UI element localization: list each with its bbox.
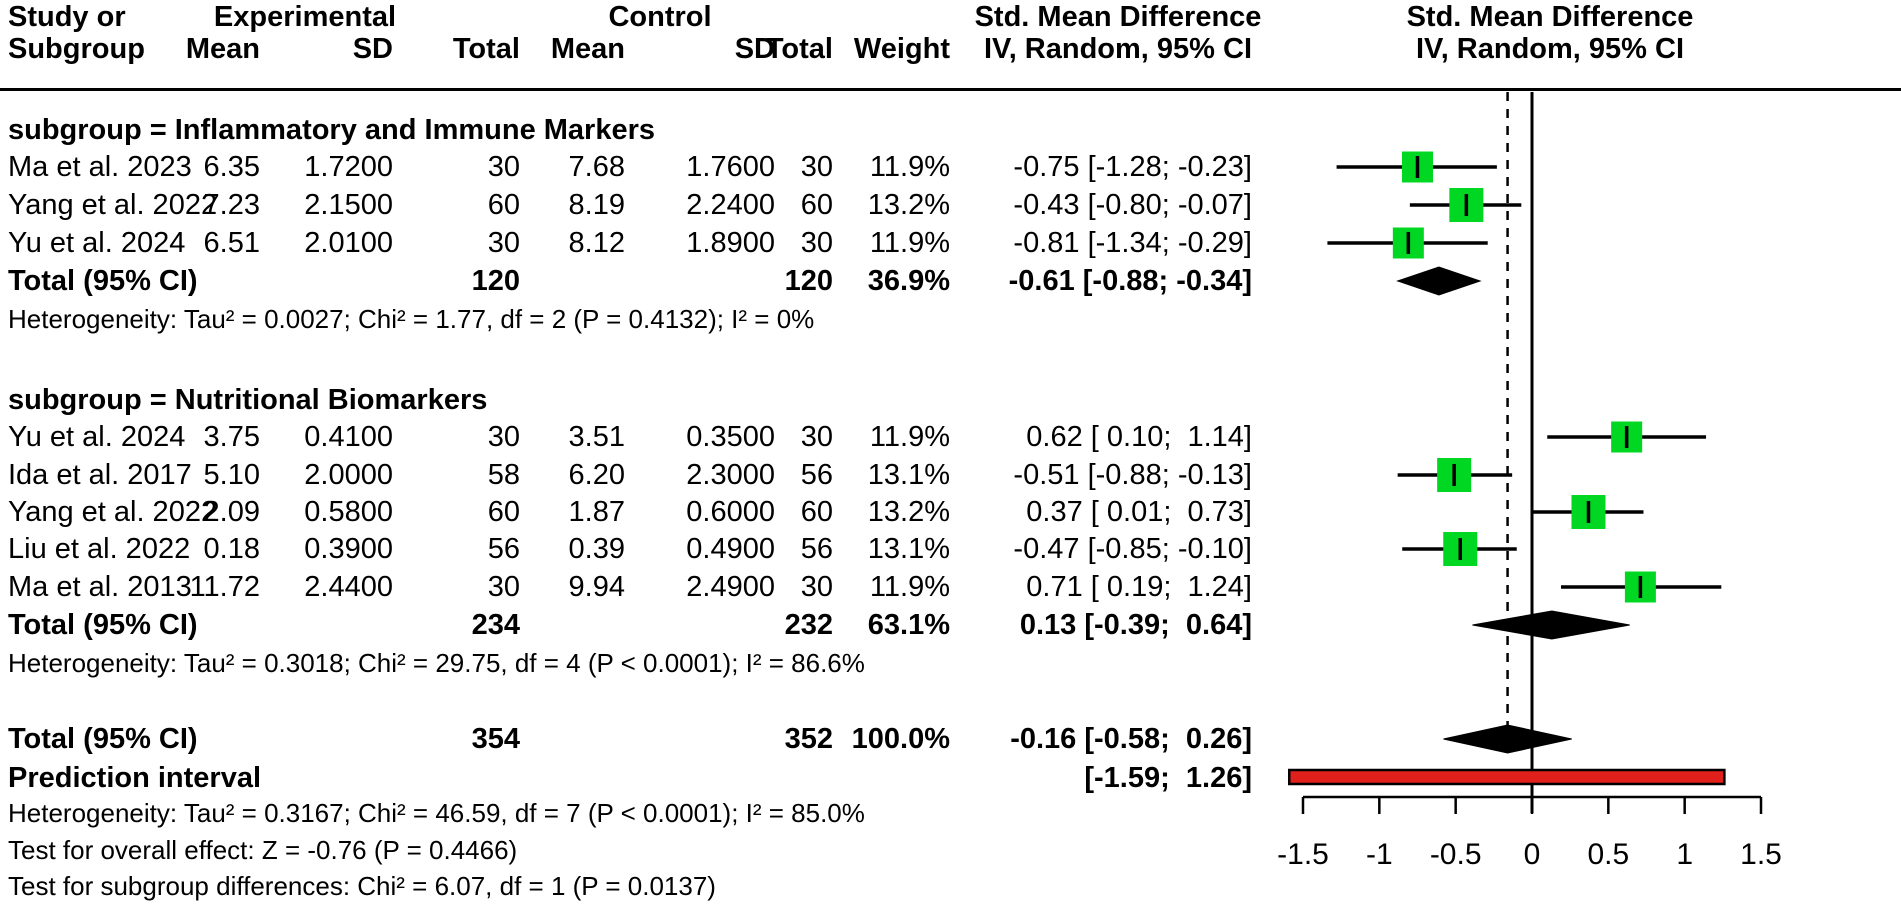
test-overall-effect-note: Test for overall effect: Z = -0.76 (P = … [8, 835, 518, 865]
header-experimental: Experimental [213, 1, 397, 33]
header-study-2: Subgroup [8, 33, 145, 65]
header-exp-total: Total [452, 33, 520, 65]
header-rule [0, 88, 1901, 91]
subgroup-heading: subgroup = Nutritional Biomarkers [8, 384, 488, 416]
study-row: Ma et al. 2023 6.35 1.7200 30 7.68 1.760… [8, 151, 1252, 183]
study-row: Yang et al. 2022 7.23 2.1500 60 8.19 2.2… [8, 189, 1252, 221]
summary-diamond [1472, 610, 1630, 640]
x-axis-tick-label: -1 [1366, 838, 1393, 871]
header-smd-2: IV, Random, 95% CI [983, 33, 1253, 65]
header-row-2: Subgroup Mean SD Total Mean SD Total Wei… [0, 32, 1901, 66]
heterogeneity-note: Heterogeneity: Tau² = 0.0027; Chi² = 1.7… [8, 304, 815, 334]
study-row: Liu et al. 2022 0.18 0.3900 56 0.39 0.49… [8, 533, 1252, 565]
header-weight: Weight [853, 33, 950, 65]
header-ctrl-total: Total [765, 33, 833, 65]
header-ctrl-mean: Mean [550, 33, 625, 65]
heterogeneity-note: Heterogeneity: Tau² = 0.3018; Chi² = 29.… [8, 648, 865, 678]
heterogeneity-note: Heterogeneity: Tau² = 0.3167; Chi² = 46.… [8, 798, 865, 828]
study-row: Yu et al. 2024 6.51 2.0100 30 8.12 1.890… [8, 227, 1252, 259]
study-row: Ma et al. 2013 11.72 2.4400 30 9.94 2.49… [8, 571, 1252, 603]
prediction-interval-bar [1288, 768, 1726, 786]
x-axis-tick-label: -0.5 [1430, 838, 1482, 871]
header-ctrl-sd: SD [734, 33, 775, 65]
x-axis-tick-label: 1 [1676, 838, 1693, 871]
header-plot-smd-2: IV, Random, 95% CI [1415, 33, 1685, 65]
study-row: Ida et al. 2017 5.10 2.0000 58 6.20 2.30… [8, 459, 1252, 491]
x-axis-tick-label: 0 [1524, 838, 1541, 871]
x-axis-tick-label: 1.5 [1740, 838, 1782, 871]
overall-total-row: Total (95% CI) 354 352 100.0% -0.16 [-0.… [8, 723, 1252, 755]
subgroup-total-row: Total (95% CI) 120 120 36.9% -0.61 [-0.8… [8, 265, 1252, 297]
header-exp-mean: Mean [185, 33, 260, 65]
subgroup-heading: subgroup = Inflammatory and Immune Marke… [8, 114, 656, 146]
test-subgroup-differences-note: Test for subgroup differences: Chi² = 6.… [8, 871, 716, 901]
prediction-interval-row: Prediction interval [-1.59; 1.26] [8, 762, 1252, 794]
subgroup-total-row: Total (95% CI) 234 232 63.1% 0.13 [-0.39… [8, 609, 1252, 641]
header-row-1: Study or Experimental Control Std. Mean … [0, 0, 1901, 34]
x-axis-tick-label: 0.5 [1587, 838, 1629, 871]
study-row: Yu et al. 2024 3.75 0.4100 30 3.51 0.350… [8, 421, 1252, 453]
summary-diamond [1396, 266, 1482, 296]
study-row: Yang et al. 2022 2.09 0.5800 60 1.87 0.6… [8, 496, 1252, 528]
x-axis-tick-label: -1.5 [1277, 838, 1329, 871]
header-study-1: Study or [8, 1, 126, 33]
header-exp-sd: SD [352, 33, 393, 65]
header-control: Control [608, 1, 712, 33]
header-plot-smd-1: Std. Mean Difference [1406, 1, 1694, 33]
summary-diamond [1443, 724, 1572, 754]
header-smd-1: Std. Mean Difference [974, 1, 1262, 33]
